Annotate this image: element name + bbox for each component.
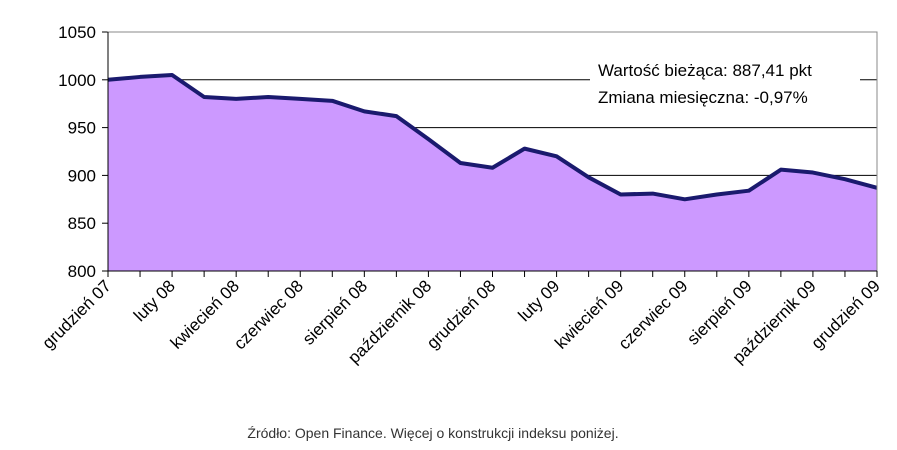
y-tick-label: 950 [68, 119, 96, 138]
area [108, 75, 877, 272]
source-note: Źródło: Open Finance. Więcej o konstrukc… [247, 425, 618, 441]
y-tick-label: 800 [68, 262, 96, 281]
y-tick-label: 1050 [58, 23, 96, 42]
line [107, 73, 878, 202]
y-tick-label: 850 [68, 214, 96, 233]
annotation-box [590, 56, 860, 114]
annotation: Wartość bieżąca: 887,41 pkt [598, 61, 812, 80]
annotation: Zmiana miesięczna: -0,97% [598, 88, 808, 107]
y-tick-label: 900 [68, 166, 96, 185]
y-tick-label: 1000 [58, 71, 96, 90]
